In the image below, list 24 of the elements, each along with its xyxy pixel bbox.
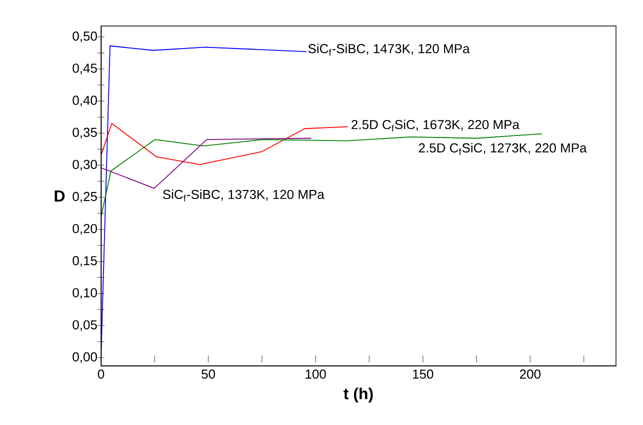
series-label: SiC$_{f}$-SiBC, 1473K, 120 MPa (308, 44, 470, 56)
line-series (101, 123, 348, 166)
x-tick-label: 150 (413, 370, 434, 379)
series-label: 2.5D C$_{f}$SiC, 1273K, 220 MPa (418, 142, 587, 155)
y-tick-label: 0,05 (72, 320, 97, 331)
y-tick-label: 0,30 (72, 160, 97, 171)
y-tick-label: 0,40 (72, 96, 97, 106)
y-tick-label: 0,35 (72, 128, 97, 138)
y-tick-label: 0,45 (72, 64, 97, 74)
y-tick-label: 0,50 (72, 32, 97, 42)
y-tick-label: 0,15 (72, 256, 97, 267)
y-tick-label: 0,25 (72, 192, 97, 203)
x-tick-label: 200 (520, 370, 540, 379)
x-tick-label: 100 (306, 370, 326, 379)
y-tick-label: 0,00 (72, 352, 97, 364)
line-series (101, 138, 312, 189)
series-label: SiC$_{f}$-SiBC, 1373K, 120 MPa (163, 189, 324, 202)
x-tick-label: 0 (98, 370, 104, 379)
x-tick-label: 50 (202, 370, 216, 379)
y-tick-label: 0,10 (72, 288, 97, 299)
y-axis-title: D (54, 190, 65, 202)
y-tick-label: 0,20 (72, 224, 97, 235)
series-label: 2.5D C$_{f}$SiC, 1673K, 220 MPa (352, 120, 520, 132)
x-axis-title: t (h) (344, 388, 373, 403)
